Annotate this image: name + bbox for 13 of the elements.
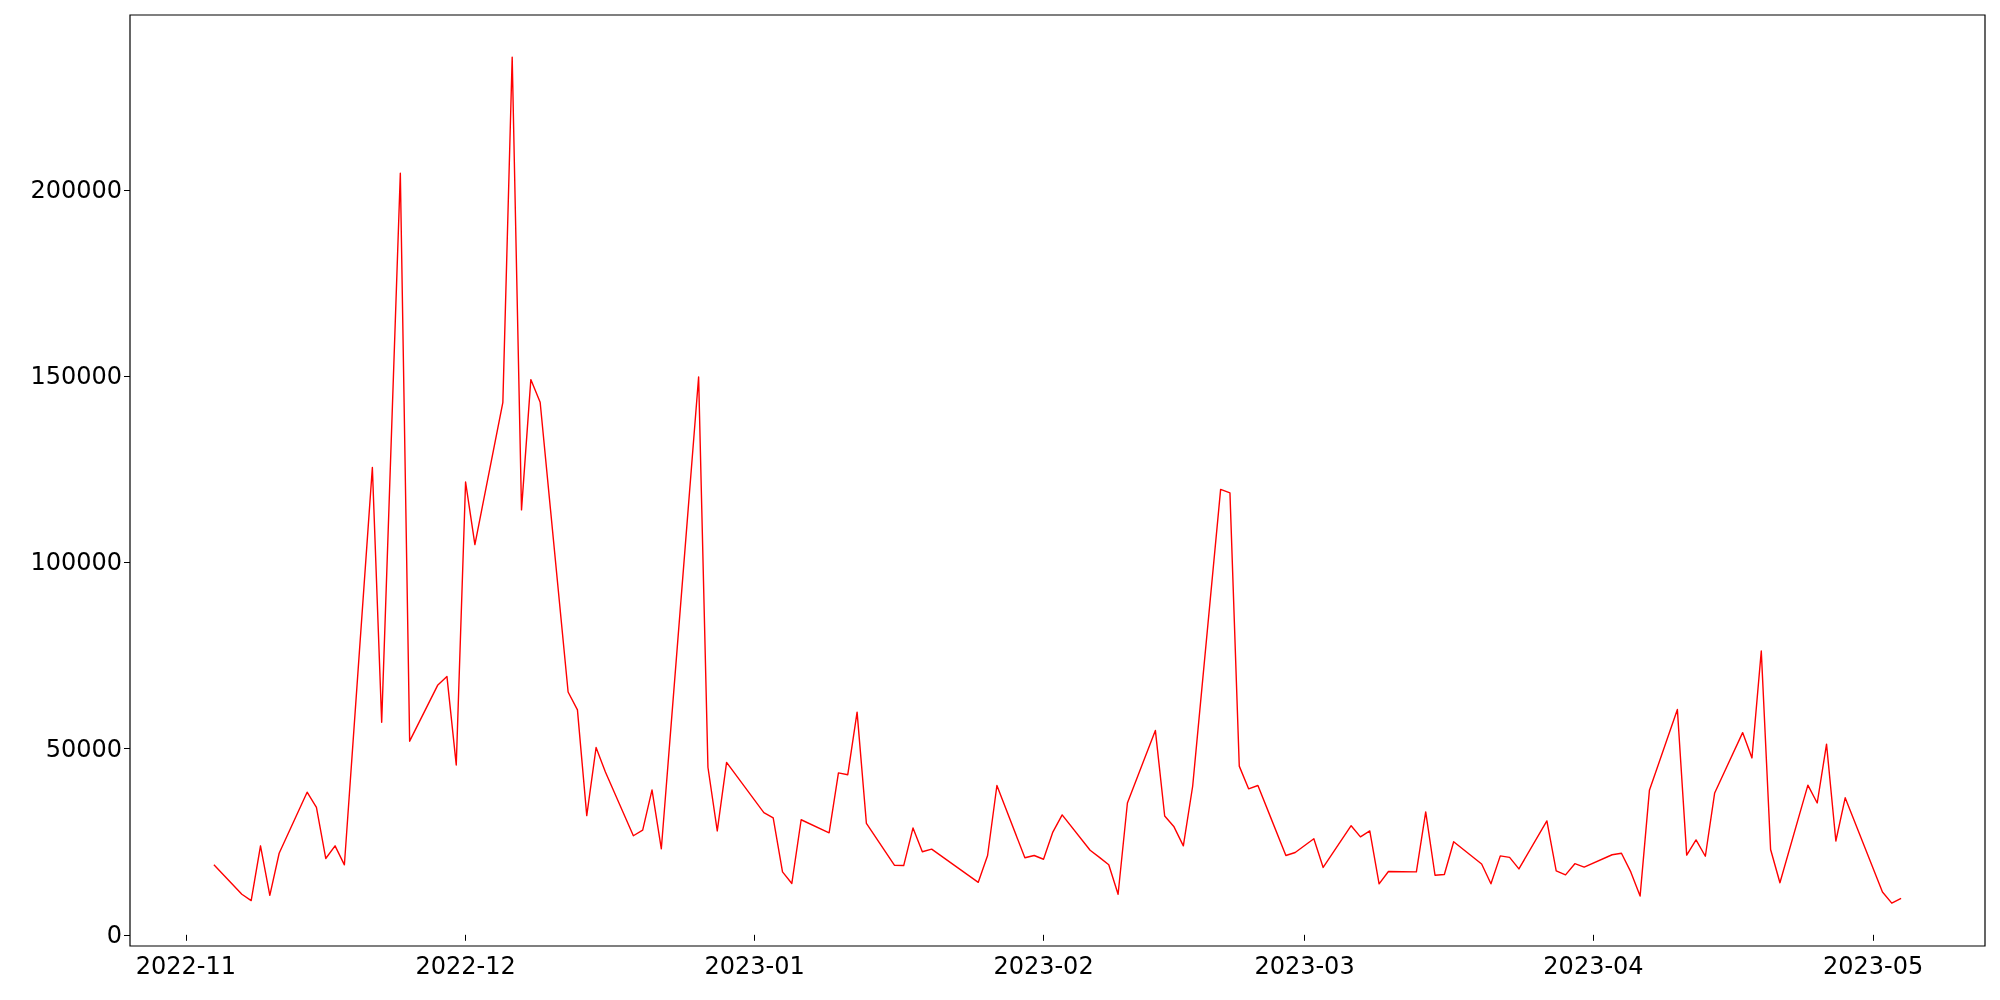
- x-tick-label: 2023-03: [1254, 952, 1355, 980]
- y-tick-label: 100000: [30, 548, 122, 577]
- x-tick-label: 2022-11: [135, 952, 237, 980]
- x-tick-label: 2023-04: [1543, 952, 1644, 980]
- y-tick-label: 0: [106, 920, 122, 949]
- y-tick-label: 50000: [45, 734, 122, 763]
- y-tick-label: 200000: [30, 176, 122, 205]
- y-tick-label: 150000: [30, 362, 122, 391]
- x-tick-label: 2023-05: [1823, 952, 1924, 980]
- x-tick-label: 2023-01: [704, 952, 805, 980]
- line-series: [213, 56, 1902, 904]
- x-tick-label: 2023-02: [993, 952, 1094, 980]
- x-tick-label: 2022-12: [415, 952, 516, 980]
